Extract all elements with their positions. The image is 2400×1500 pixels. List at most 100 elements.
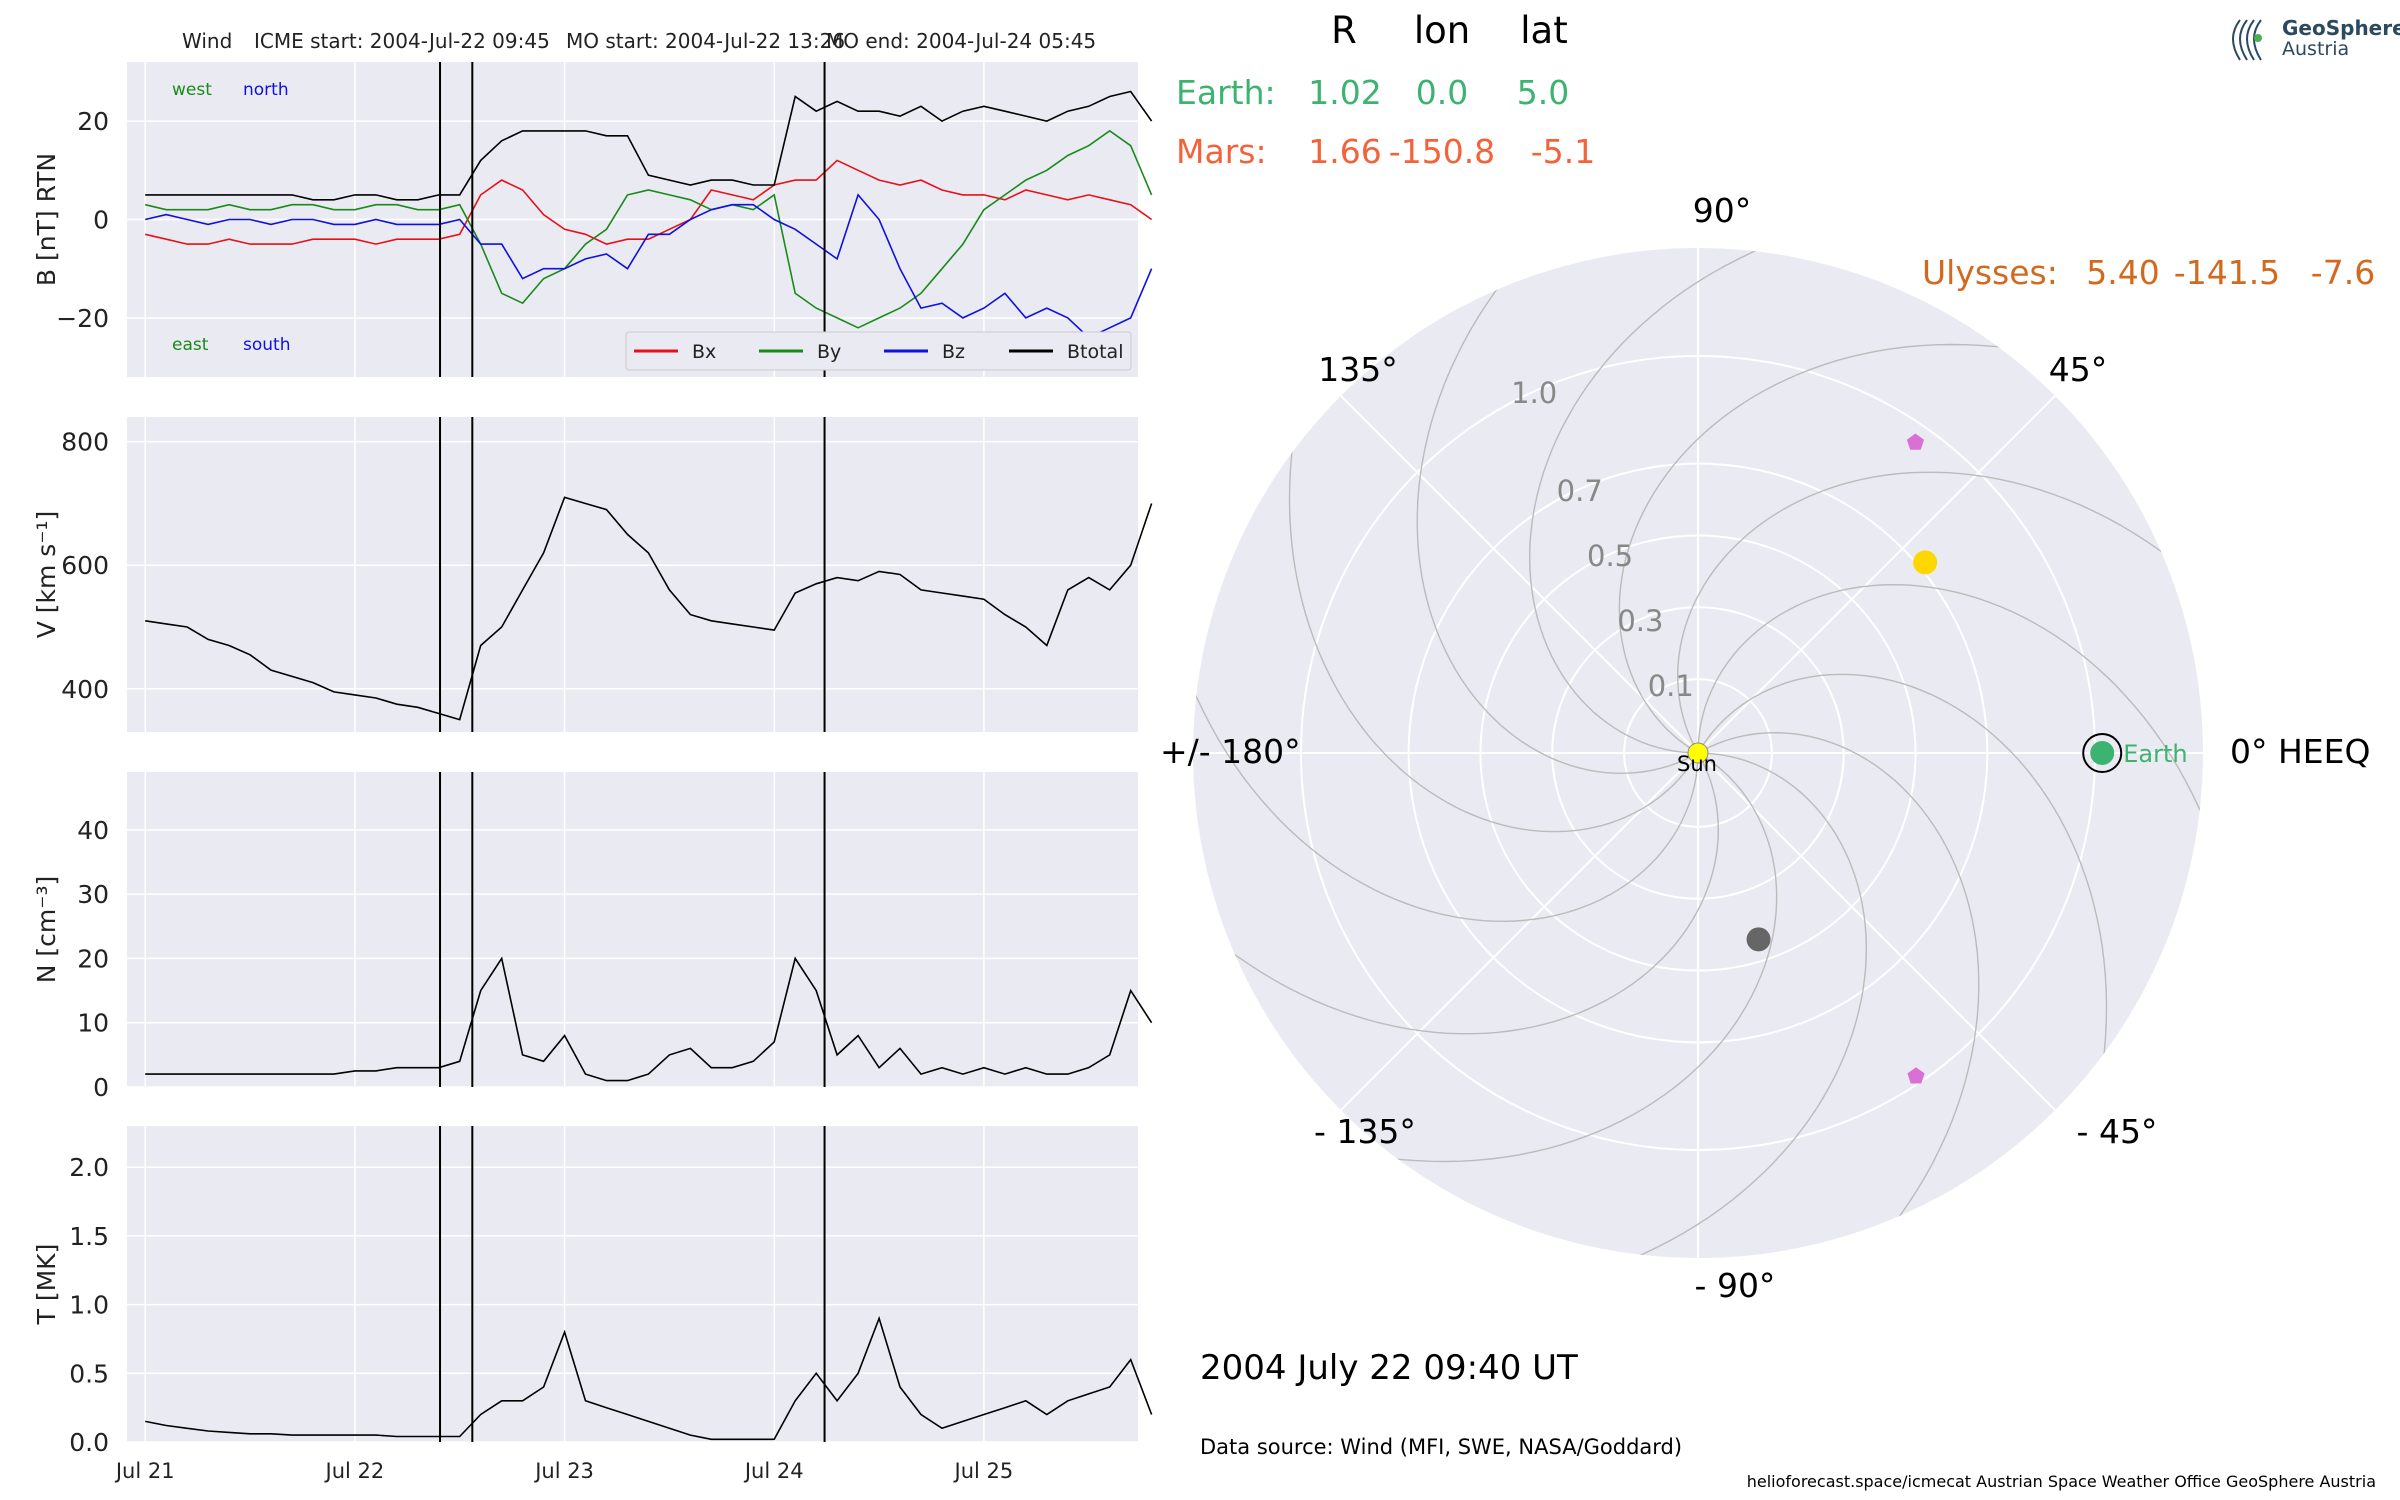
y-tick-label: 20 [77,107,109,136]
angle-label: - 90° [1695,1266,1776,1305]
y-axis-label: V [km s⁻¹] [32,511,61,639]
parker-spiral [1697,731,1980,1258]
radial-tick-label: 0.5 [1587,539,1633,573]
label-south: south [243,335,290,355]
angle-label: 90° [1693,191,1752,230]
angle-label: 135° [1318,350,1398,389]
label-east: east [172,335,209,355]
parker-spiral [1676,471,2203,754]
x-tick-label: Jul 24 [743,1459,804,1483]
logo-text-line1: GeoSphere [2282,16,2400,40]
plot-background [127,772,1138,1087]
earth-label: Earth: [1176,73,1276,112]
y-axis-label: T [MK] [32,1244,61,1326]
header-icme-start: ICME start: 2004-Jul-22 09:45 [254,29,550,53]
legend-entry: Bz [942,341,965,363]
polar-spoke [1697,752,2056,1111]
mars-lat: -5.1 [1531,132,1595,171]
label-west: west [172,80,212,100]
angle-label: - 135° [1314,1112,1416,1151]
radial-tick-label: 0.3 [1617,604,1663,638]
geosphere-waves-icon [2232,19,2262,61]
legend-entry: Btotal [1067,341,1123,363]
y-tick-label: 1.0 [69,1291,109,1320]
ulysses-lon: -141.5 [2174,253,2280,292]
earth-lat: 5.0 [1517,73,1569,112]
parker-spiral [1193,589,1699,923]
panel-2: 400 600 800 V [km s⁻¹] [32,417,1153,732]
parker-spiral [1288,752,1778,1163]
logo-text-line2: Austria [2282,38,2350,60]
earth-lon: 0.0 [1416,73,1468,112]
marker-mercury [1746,927,1771,952]
earth-r: 1.02 [1308,73,1381,112]
y-tick-label: 2.0 [69,1153,109,1182]
legend: Bx By Bz Btotal [625,331,1132,371]
y-tick-label: 0.5 [69,1359,109,1388]
parker-spiral [1534,752,1868,1258]
series-V [145,496,1153,721]
plot-background [127,417,1138,732]
x-tick-label: Jul 22 [324,1459,385,1483]
ulysses-r: 5.40 [2086,253,2159,292]
label-north: north [243,80,289,100]
y-axis-label: N [cm⁻³] [32,876,61,983]
y-tick-label: −20 [56,304,109,333]
parker-spiral [1618,343,2108,754]
parker-spiral [1528,248,1862,754]
series-By [145,129,1153,329]
series-Bx [145,159,1153,245]
y-tick-label: 0 [93,206,109,235]
y-axis-label: B [nT] RTN [32,153,61,286]
sun-label: Sun [1677,752,1717,776]
series-Btotal [145,90,1153,201]
y-tick-label: 600 [61,551,109,580]
table-column-header: R [1331,9,1357,52]
y-tick-label: 10 [77,1009,109,1038]
polar-spoke [1340,395,1699,754]
y-tick-label: 20 [77,944,109,973]
legend-entry: Bx [692,341,716,363]
marker-stereo-b [1907,1067,1925,1084]
y-tick-label: 40 [77,816,109,845]
marker-sun [1687,742,1709,764]
legend-entry: By [817,341,841,363]
radial-tick-label: 0.1 [1648,669,1694,703]
y-tick-label: 800 [61,428,109,457]
parker-spiral [1697,583,2203,917]
data-source-label: Data source: Wind (MFI, SWE, NASA/Goddar… [1200,1435,1683,1459]
ulysses-lat: -7.6 [2311,253,2375,292]
ulysses-label: Ulysses: [1922,253,2058,292]
y-tick-label: 400 [61,675,109,704]
angle-label: 0° HEEQ [2230,732,2370,771]
y-tick-label: 0 [93,1073,109,1102]
y-tick-label: 0.0 [69,1428,109,1457]
parker-spirals [1193,248,2203,1258]
header-mo-end: MO end: 2004-Jul-24 05:45 [826,29,1096,53]
radial-tick-label: 1.0 [1511,376,1557,410]
plot-background [127,1126,1138,1442]
radial-tick-label: 0.7 [1557,474,1603,508]
angle-label: - 45° [2077,1112,2158,1151]
x-tick-label: Jul 23 [533,1459,594,1483]
header-spacecraft: Wind [182,29,232,53]
parker-spiral [1416,248,1699,775]
marker-stereo-a [1906,433,1924,450]
angle-label: +/- 180° [1160,732,1301,771]
y-tick-label: 30 [77,880,109,909]
y-tick-label: 1.5 [69,1222,109,1251]
x-tick-label: Jul 21 [114,1459,175,1483]
earth-marker-label: Earth [2123,740,2187,768]
marker-venus [1913,550,1938,575]
panel-1: −20 0 20 B [nT] RTN [32,62,1153,377]
angle-label: 45° [2049,350,2108,389]
marker-earth [2090,741,2115,765]
polar-spoke [1697,395,2056,754]
series-N [145,956,1153,1082]
mars-label: Mars: [1176,132,1267,171]
panel-3: 0 10 20 30 40 N [cm⁻³] [32,772,1153,1102]
header-mo-start: MO start: 2004-Jul-22 13:26 [566,29,845,53]
parker-spiral [1193,752,1720,1035]
table-column-header: lon [1414,9,1470,52]
